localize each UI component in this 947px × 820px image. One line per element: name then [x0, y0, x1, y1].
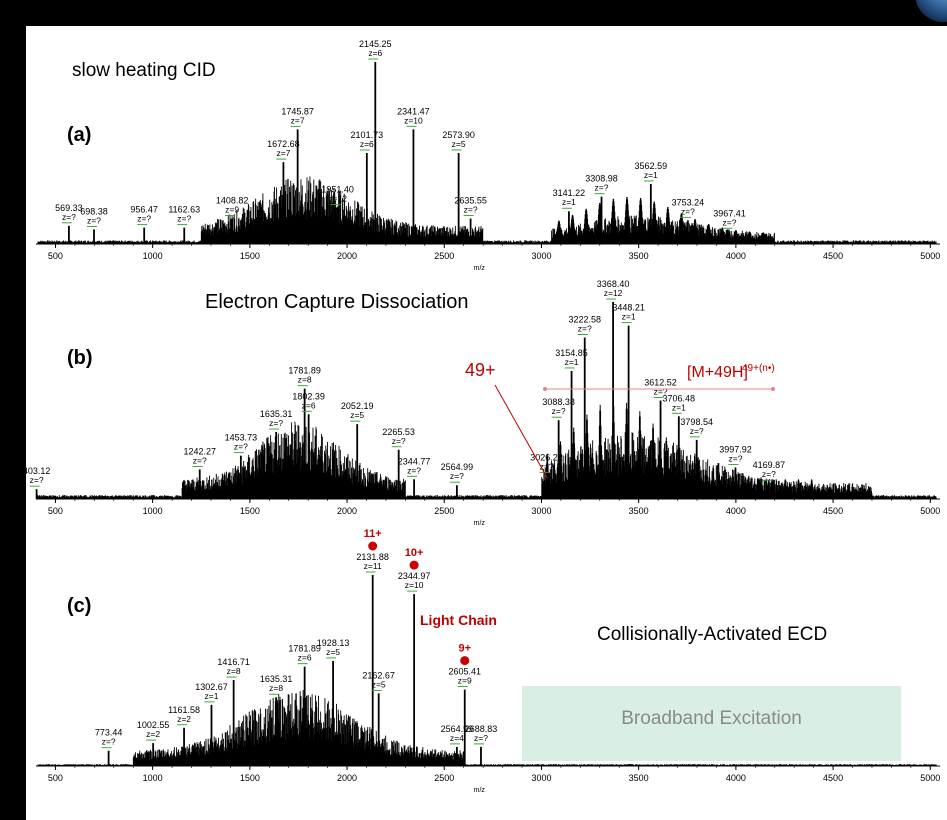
x-tick-label: 1500 [240, 251, 260, 261]
peak: 2101.73z=6 [351, 130, 384, 244]
peak-charge-label: z=? [137, 214, 151, 224]
peak: 1408.82z=9 [216, 196, 249, 244]
peak-mz-label: 2341.47 [397, 106, 430, 116]
panel-label: (a) [67, 124, 91, 146]
x-tick-label: 1000 [143, 506, 163, 516]
x-tick-label: 4500 [823, 251, 843, 261]
peak-charge-label: z=6 [360, 139, 374, 149]
x-tick-label: 2500 [434, 506, 454, 516]
peak-charge-label: z=? [595, 183, 609, 193]
x-tick-label: 3000 [531, 506, 551, 516]
peak: 1951.40z=12 [321, 185, 354, 244]
peak-mz-label: 569.33 [55, 203, 83, 213]
peak-mz-label: 1162.63 [168, 205, 200, 215]
peak: 3308.98z=? [585, 174, 618, 244]
peak-mz-label: 698.38 [80, 206, 108, 216]
peak-mz-label: 2573.90 [442, 130, 475, 140]
x-tick-label: 3000 [531, 251, 551, 261]
peak-charge-label: z=12 [328, 194, 347, 204]
peak: 569.33z=? [55, 203, 83, 244]
peak: 1672.68z=7 [267, 139, 300, 244]
peak-mz-label: 2635.55 [454, 196, 487, 206]
peak-mz-label: 1745.87 [281, 106, 314, 116]
spectrum-panel-1: 500 1000 1500 2000 2500 3000 3500 4000 4500 5000 m… [23, 279, 940, 527]
peak: 1162.63z=? [168, 205, 200, 244]
peak: 2635.55z=? [454, 196, 487, 244]
peak-mz-label: 1951.40 [321, 185, 354, 195]
peak: 2145.25z=6 [359, 39, 392, 244]
spectrum-trace [37, 400, 937, 499]
x-tick-label: 5000 [920, 251, 940, 261]
peak-charge-label: z=9 [225, 205, 239, 215]
peak-mz-label: 3562.59 [635, 161, 668, 171]
peak-mz-label: 3308.98 [585, 174, 618, 184]
x-tick-label: 3500 [629, 506, 649, 516]
x-tick-label: 500 [48, 506, 63, 516]
peak: 698.38z=? [80, 206, 108, 244]
panel-title: slow heating CID [72, 60, 216, 81]
peak: 2341.47z=10 [397, 106, 430, 244]
x-axis-label: m/z [474, 520, 486, 527]
x-tick-label: 4000 [726, 506, 746, 516]
x-tick-label: 4500 [823, 506, 843, 516]
peak-charge-label: z=7 [291, 115, 305, 125]
peak-charge-label: z=? [62, 212, 76, 222]
x-tick-label: 2500 [434, 251, 454, 261]
spectrum-panel-0: 500 1000 1500 2000 2500 3000 3500 4000 4500 5000 m… [36, 39, 940, 272]
peak-mz-label: 2145.25 [359, 39, 392, 49]
peak-charge-label: z=10 [404, 115, 423, 125]
peak: 3967.41z=? [713, 208, 746, 244]
peak-charge-label: z=6 [368, 48, 382, 58]
peak-charge-label: z=1 [562, 197, 576, 207]
peak-charge-label: z=? [87, 215, 101, 225]
peak-mz-label: 1408.82 [216, 196, 249, 206]
globe-corner-graphic [905, 0, 947, 24]
peak-charge-label: z=? [177, 214, 191, 224]
peak-charge-label: z=? [723, 217, 737, 227]
peak: 956.47z=? [130, 205, 158, 244]
peak: 3753.24z=? [672, 197, 705, 244]
peak: 1745.87z=7 [281, 106, 314, 244]
peak-mz-label: 3753.24 [672, 197, 705, 207]
x-tick-label: 2000 [337, 506, 357, 516]
x-tick-label: 5000 [920, 506, 940, 516]
x-tick-label: 500 [48, 251, 63, 261]
peak-mz-label: 956.47 [130, 205, 158, 215]
peak: 3141.22z=1 [553, 188, 586, 244]
peak-charge-label: z=? [464, 205, 478, 215]
peak-charge-label: z=5 [452, 139, 466, 149]
peak-mz-label: 2101.73 [351, 130, 384, 140]
peak-mz-label: 1672.68 [267, 139, 300, 149]
spectrum-trace [37, 176, 937, 244]
x-tick-label: 1000 [143, 251, 163, 261]
x-tick-label: 3500 [629, 251, 649, 261]
peak: 3562.59z=1 [635, 161, 668, 244]
peak-charge-label: z=7 [276, 148, 290, 158]
x-tick-label: 2000 [337, 251, 357, 261]
peak-charge-label: z=1 [644, 170, 658, 180]
peak-mz-label: 3967.41 [713, 208, 746, 218]
peak-mz-label: 3141.22 [553, 188, 586, 198]
x-tick-label: 4000 [726, 251, 746, 261]
peak-charge-label: z=? [681, 206, 695, 216]
x-axis-label: m/z [474, 265, 486, 272]
x-tick-label: 1500 [240, 506, 260, 516]
peak: 2573.90z=5 [442, 130, 475, 244]
